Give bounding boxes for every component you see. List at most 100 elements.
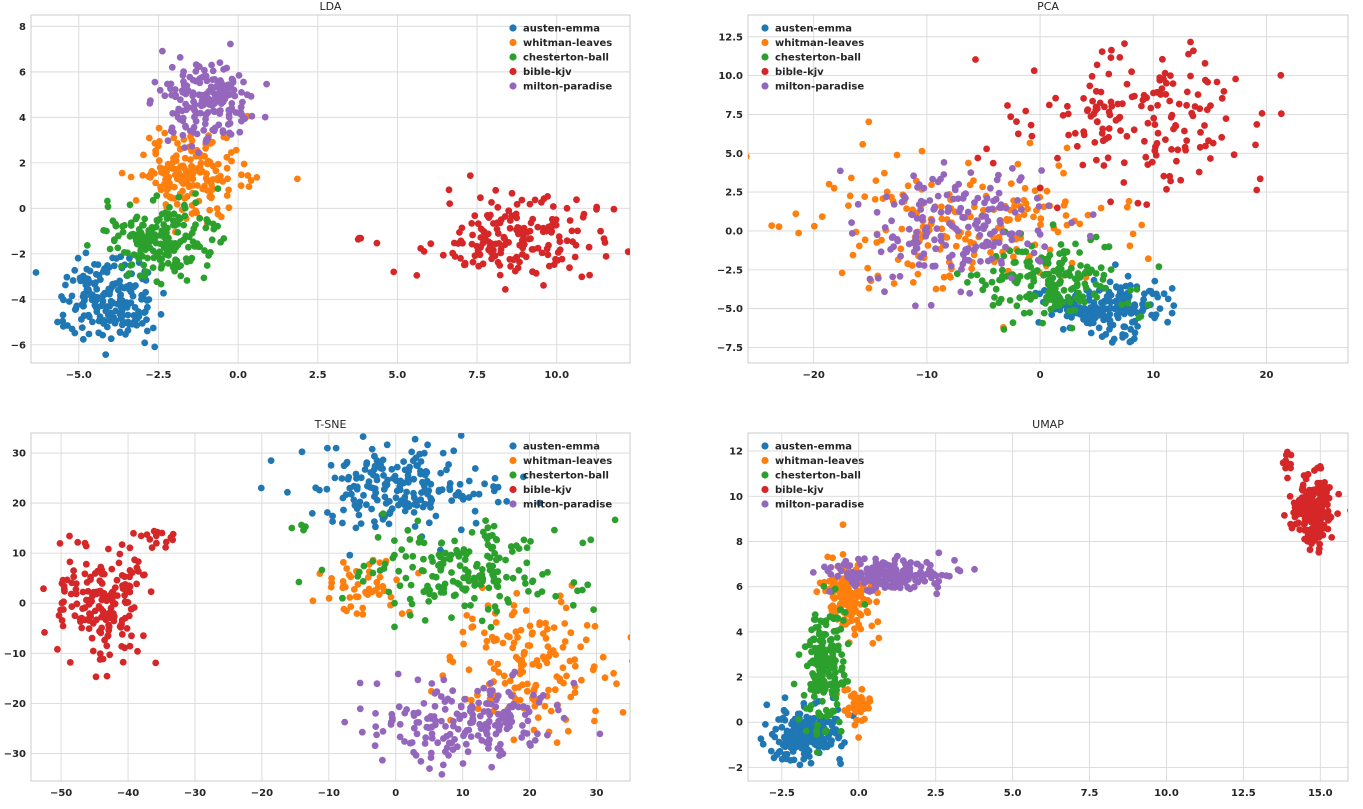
- data-point: [469, 258, 477, 266]
- data-point: [134, 647, 141, 655]
- data-point: [525, 588, 532, 595]
- data-point: [1104, 154, 1112, 162]
- data-point: [502, 556, 509, 564]
- data-point: [490, 522, 498, 530]
- data-point: [1031, 292, 1039, 300]
- data-point: [573, 196, 580, 204]
- data-point: [479, 528, 487, 536]
- data-point: [128, 261, 136, 269]
- data-point: [469, 615, 476, 623]
- data-point: [1089, 97, 1096, 105]
- data-point: [508, 212, 516, 220]
- data-point: [1308, 535, 1315, 543]
- data-point: [926, 197, 934, 204]
- data-point: [431, 702, 439, 710]
- data-point: [133, 580, 141, 588]
- chart-umap: UMAP−2.5 0.0 2.5 5.0 7.5 10.0 12.5 15.0−2024681…: [728, 418, 1349, 799]
- data-point: [1013, 118, 1020, 125]
- data-point: [340, 462, 348, 470]
- data-point: [462, 585, 470, 593]
- data-point: [206, 206, 214, 214]
- legend-marker: [761, 485, 769, 494]
- data-point: [1253, 186, 1261, 194]
- data-point: [991, 294, 998, 301]
- data-point: [438, 717, 445, 725]
- data-point: [224, 121, 232, 128]
- data-point: [1131, 92, 1138, 100]
- data-point: [799, 735, 807, 743]
- data-point: [524, 717, 532, 725]
- data-point: [148, 544, 156, 551]
- data-point: [225, 204, 233, 212]
- data-point: [448, 697, 455, 705]
- data-point: [1021, 184, 1029, 192]
- data-point: [1196, 105, 1204, 113]
- data-point: [989, 205, 996, 213]
- points-layer: [757, 448, 1348, 769]
- data-point: [111, 319, 119, 327]
- data-point: [356, 679, 364, 687]
- data-point: [567, 629, 575, 637]
- data-point: [1038, 167, 1045, 174]
- data-point: [364, 573, 372, 581]
- data-point: [200, 126, 208, 134]
- data-point: [103, 642, 111, 650]
- data-point: [566, 217, 574, 224]
- data-point: [878, 236, 885, 244]
- data-point: [542, 619, 549, 627]
- data-point: [557, 598, 565, 606]
- data-point: [124, 311, 132, 319]
- legend-marker: [761, 82, 769, 90]
- series-austen-emma: [257, 433, 543, 559]
- data-point: [1056, 295, 1064, 303]
- data-point: [227, 40, 234, 48]
- data-point: [493, 636, 500, 644]
- data-point: [1311, 467, 1318, 474]
- data-point: [810, 693, 818, 700]
- legend-label: bible-kjv: [775, 67, 824, 78]
- data-point: [490, 483, 497, 490]
- data-point: [1057, 265, 1065, 273]
- data-point: [172, 152, 180, 160]
- data-point: [478, 566, 486, 573]
- data-point: [1066, 298, 1074, 306]
- data-point: [308, 510, 316, 517]
- data-point: [989, 301, 997, 309]
- data-point: [505, 207, 513, 215]
- data-point: [481, 629, 488, 637]
- data-point: [196, 79, 204, 87]
- data-point: [879, 559, 887, 566]
- data-point: [487, 679, 495, 687]
- data-point: [1253, 121, 1261, 128]
- data-point: [1154, 101, 1161, 109]
- data-point: [534, 730, 541, 738]
- data-point: [475, 490, 483, 498]
- data-point: [1092, 270, 1100, 277]
- data-point: [825, 180, 833, 188]
- data-point: [529, 246, 537, 253]
- data-point: [1060, 256, 1068, 263]
- data-point: [450, 592, 458, 600]
- data-point: [810, 636, 818, 644]
- data-point: [937, 232, 945, 240]
- data-point: [767, 747, 775, 755]
- data-point: [860, 595, 867, 603]
- data-point: [253, 174, 261, 181]
- data-point: [403, 488, 410, 496]
- data-point: [465, 666, 473, 674]
- data-point: [318, 566, 326, 574]
- data-point: [165, 173, 173, 181]
- data-point: [488, 199, 495, 206]
- legend-label: bible-kjv: [775, 485, 824, 496]
- data-point: [103, 672, 111, 680]
- data-point: [556, 246, 564, 254]
- data-point: [353, 485, 361, 493]
- data-point: [225, 186, 233, 194]
- data-point: [371, 462, 379, 470]
- data-point: [208, 181, 215, 189]
- x-tick-label: 20: [523, 788, 537, 799]
- data-point: [961, 214, 968, 222]
- data-point: [450, 447, 458, 455]
- data-point: [806, 715, 814, 722]
- data-point: [1173, 157, 1180, 165]
